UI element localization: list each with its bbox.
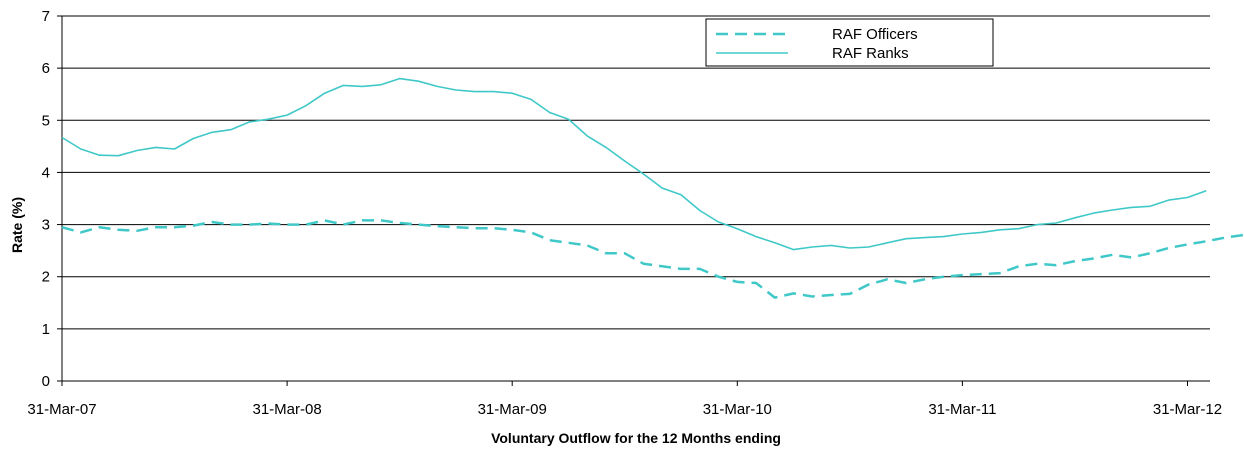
y-tick-label-0: 0 (42, 373, 50, 390)
x-tick-label-5: 31-Mar-12 (1153, 401, 1222, 418)
y-tick-label-1: 1 (42, 321, 50, 338)
legend: RAF Officers RAF Ranks (705, 18, 994, 67)
legend-label-ranks: RAF Ranks (832, 45, 909, 62)
grid-lines (62, 15, 1210, 330)
y-tick-label-2: 2 (42, 269, 50, 286)
x-tick-label-0: 31-Mar-07 (27, 401, 96, 418)
y-tick-label-4: 4 (42, 164, 50, 181)
axes (57, 15, 1210, 386)
legend-label-officers: RAF Officers (832, 26, 918, 43)
x-tick-label-1: 31-Mar-08 (252, 401, 321, 418)
x-tick-label-4: 31-Mar-11 (928, 401, 996, 418)
series-lines (61, 77, 1244, 299)
x-tick-label-2: 31-Mar-09 (478, 401, 547, 418)
x-tick-label-3: 31-Mar-10 (703, 401, 772, 418)
y-tick-label-6: 6 (42, 60, 50, 77)
y-axis-title: Rate (%) (9, 197, 25, 253)
legend-box (705, 18, 994, 67)
y-tick-label-7: 7 (42, 8, 50, 25)
y-tick-label-3: 3 (42, 217, 50, 234)
series-line-officers (61, 219, 1244, 299)
tick-labels: 0 1 2 3 4 5 6 7 31-Mar-07 31-Mar-08 31-Mar-09 31-Ma… (27, 8, 1222, 418)
x-axis-title: Voluntary Outflow for the 12 Months endi… (491, 430, 781, 446)
y-tick-label-5: 5 (42, 112, 50, 129)
series-line-ranks (61, 77, 1207, 251)
